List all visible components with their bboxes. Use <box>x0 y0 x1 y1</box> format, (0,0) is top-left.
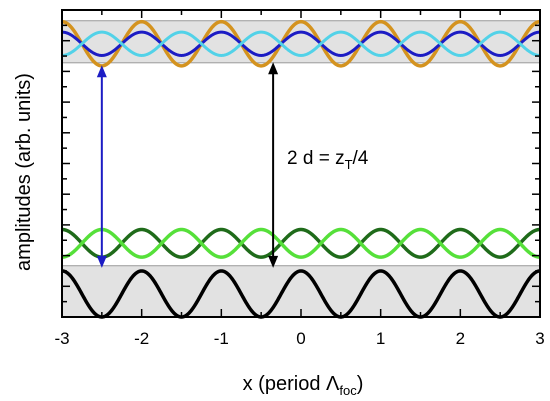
series-orange <box>61 19 541 68</box>
x-axis-label-main: x (period Λ <box>243 373 340 395</box>
x-tick-label: 2 <box>456 329 465 348</box>
ticks-layer <box>61 9 541 318</box>
series-black <box>61 269 541 319</box>
y-axis-label: amplitudes (arb. units) <box>13 73 35 271</box>
x-tick-label: -2 <box>134 329 149 348</box>
arrows-layer <box>96 62 279 268</box>
x-axis-label-sub: foc <box>339 383 357 398</box>
tick-labels-layer: -3 -2 -1 0 1 2 3 <box>54 329 544 348</box>
annotation-subscript: T <box>345 157 353 172</box>
annotation-prefix: 2 d = z <box>287 148 345 169</box>
blue-arrow-head-bottom <box>96 255 107 268</box>
blue-arrow-head-top <box>96 65 107 78</box>
x-axis-label-close: ) <box>357 373 364 395</box>
black-arrow-head-bottom <box>268 255 279 268</box>
x-tick-label: 1 <box>376 329 385 348</box>
x-axis-label: x (period Λfoc) <box>243 373 364 398</box>
series-dark-green <box>61 227 541 259</box>
band-1 <box>61 265 541 318</box>
series-blue <box>61 30 541 57</box>
x-tick-label: 0 <box>296 329 305 348</box>
annotation-suffix: /4 <box>353 148 369 169</box>
series-layer <box>61 19 541 319</box>
series-light-green <box>61 227 541 259</box>
x-tick-label: 3 <box>535 329 544 348</box>
x-tick-label: -3 <box>54 329 69 348</box>
black-arrow-head-top <box>268 62 279 75</box>
series-cyan <box>61 30 541 57</box>
spacing-annotation: 2 d = zT/4 <box>287 148 369 172</box>
x-tick-label: -1 <box>214 329 229 348</box>
